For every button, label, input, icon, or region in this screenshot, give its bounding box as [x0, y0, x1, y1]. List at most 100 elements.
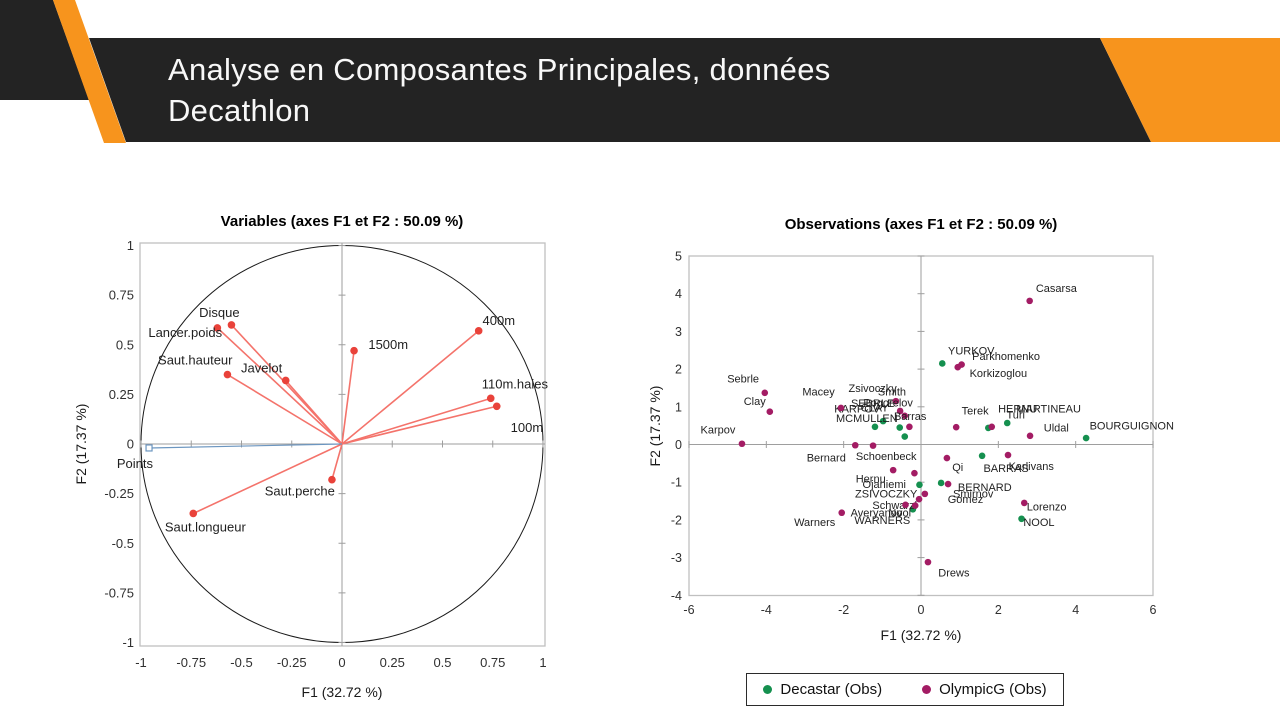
- variable-point-Disque: [227, 321, 236, 329]
- y-tick-label: -0.25: [104, 486, 134, 501]
- obs-label-Sebrle: Sebrle: [727, 374, 759, 386]
- obs-label-Averyanov: Averyanov: [851, 507, 903, 519]
- x-tick-label: 6: [1150, 603, 1157, 617]
- variable-point-Javelot: [281, 376, 290, 385]
- x-tick-label: -6: [683, 603, 694, 617]
- variable-point-Saut.perche: [328, 475, 336, 484]
- variable-vector-Lancer.poids: [216, 327, 343, 445]
- y-tick-label: -2: [671, 513, 682, 527]
- obs-point-Zsivoczky: [892, 397, 900, 405]
- obs-label-WARNERS: WARNERS: [854, 515, 910, 527]
- variable-vector-Saut.hauteur: [227, 373, 343, 445]
- obs-point-MCMULLEN: [901, 433, 909, 440]
- x-tick-label: -0.5: [230, 655, 252, 670]
- y-tick-label: -3: [671, 551, 682, 565]
- x-tick-label: 0.25: [380, 655, 405, 670]
- obs-point-Gomez: [921, 490, 929, 498]
- obs-point-Pogorelov: [901, 412, 909, 420]
- variable-vector-Points: [149, 443, 343, 449]
- obs-point-Smirnov: [944, 480, 952, 488]
- obs-label-YURKOV: YURKOV: [948, 345, 995, 357]
- variable-label-Saut.perche: Saut.perche: [265, 484, 335, 499]
- obs-point-CLAY: [896, 424, 904, 431]
- obs-label-Clay: Clay: [744, 396, 767, 408]
- header-title-banner: [89, 38, 1151, 142]
- obs-label-Schoenbeck: Schoenbeck: [856, 451, 917, 463]
- obs-label-BERNARD: BERNARD: [958, 482, 1012, 494]
- variable-label-400m: 400m: [483, 313, 516, 328]
- legend-item-decastar: Decastar (Obs): [763, 681, 882, 698]
- obs-point-Drews: [924, 558, 932, 566]
- obs-point-BOURGUIGNON: [1082, 434, 1090, 442]
- y-axis-title: F2 (17.37 %): [647, 386, 663, 467]
- obs-label-Turi: Turi: [1006, 409, 1025, 421]
- x-axis-title: F1 (32.72 %): [302, 684, 383, 700]
- obs-label-Nool: Nool: [888, 507, 911, 519]
- obs-label-Terek: Terek: [962, 406, 989, 418]
- y-tick-label: -4: [671, 589, 682, 603]
- obs-label-ZSIVOCZKY: ZSIVOCZKY: [855, 489, 918, 501]
- obs-point-ZSIVOCZKY: [916, 481, 923, 489]
- obs-point-Averyanov: [902, 501, 909, 509]
- obs-label-Macey: Macey: [802, 387, 835, 399]
- legend-label-olympicg: OlympicG (Obs): [939, 681, 1047, 698]
- variable-label-110m.haies: 110m.haies: [482, 376, 549, 391]
- y-tick-label: 1: [127, 238, 134, 253]
- obs-point-SEBRLE: [879, 417, 887, 425]
- obs-label-BARRAS: BARRAS: [983, 463, 1028, 475]
- x-tick-label: 0: [918, 603, 925, 617]
- obs-label-Karlivans: Karlivans: [1009, 461, 1055, 473]
- variable-label-Saut.hauteur: Saut.hauteur: [158, 353, 233, 368]
- variable-point-Points: [145, 444, 153, 452]
- obs-point-Schoenbeck: [869, 442, 877, 449]
- obs-label-SEBRLE: SEBRLE: [851, 398, 894, 410]
- obs-point-Smith: [896, 407, 904, 415]
- y-axis-title: F2 (17.37 %): [73, 404, 89, 485]
- variable-point-Saut.longueur: [189, 509, 198, 518]
- obs-label-BOURGUIGNON: BOURGUIGNON: [1090, 421, 1174, 433]
- obs-point-BARRAS: [978, 452, 986, 460]
- variable-point-110m.haies: [486, 394, 495, 403]
- variable-vector-100m: [341, 405, 497, 445]
- y-tick-label: -1: [671, 476, 682, 490]
- variable-label-Disque: Disque: [199, 305, 239, 320]
- y-tick-label: -0.5: [112, 536, 134, 551]
- obs-label-Karpov: Karpov: [701, 424, 736, 436]
- obs-point-Casarsa: [1026, 297, 1033, 305]
- chart-title: Variables (axes F1 et F2 : 50.09 %): [221, 213, 464, 230]
- variable-point-100m: [492, 402, 501, 411]
- y-tick-label: 1: [675, 400, 682, 414]
- x-tick-label: 0.5: [433, 655, 451, 670]
- legend-label-decastar: Decastar (Obs): [780, 681, 883, 698]
- x-tick-label: -1: [135, 655, 147, 670]
- obs-point-Karlivans: [1004, 451, 1012, 459]
- y-tick-label: 4: [675, 287, 682, 301]
- x-tick-label: 0: [338, 655, 345, 670]
- obs-point-Sebrle: [761, 389, 769, 397]
- obs-label-KARPOV: KARPOV: [834, 404, 881, 416]
- y-tick-label: 0.25: [109, 387, 134, 402]
- obs-point-BERNARD: [937, 479, 945, 487]
- obs-point-Warners: [838, 509, 846, 517]
- x-tick-label: -4: [761, 603, 772, 617]
- x-tick-label: -2: [838, 603, 849, 617]
- obs-label-CLAY: CLAY: [861, 403, 890, 415]
- variable-vector-Saut.longueur: [192, 443, 343, 515]
- variable-vector-400m: [341, 330, 480, 445]
- obs-point-Clay: [766, 408, 774, 416]
- obs-label-Lorenzo: Lorenzo: [1027, 502, 1067, 514]
- obs-point-KARPOV: [871, 423, 879, 431]
- obs-point-Turi: [988, 423, 996, 431]
- variable-label-Lancer.poids: Lancer.poids: [148, 325, 222, 340]
- obs-label-NOOL: NOOL: [1023, 517, 1054, 529]
- obs-point-Bernard: [851, 441, 859, 449]
- obs-label-Drews: Drews: [938, 568, 970, 580]
- variable-point-400m: [474, 327, 483, 335]
- variable-label-1500m: 1500m: [368, 337, 408, 352]
- y-tick-label: -0.75: [104, 585, 134, 600]
- obs-label-Bernard: Bernard: [807, 453, 846, 465]
- slide-title: Analyse en Composantes Principales, donn…: [168, 49, 1098, 131]
- obs-label-Qi: Qi: [952, 462, 963, 474]
